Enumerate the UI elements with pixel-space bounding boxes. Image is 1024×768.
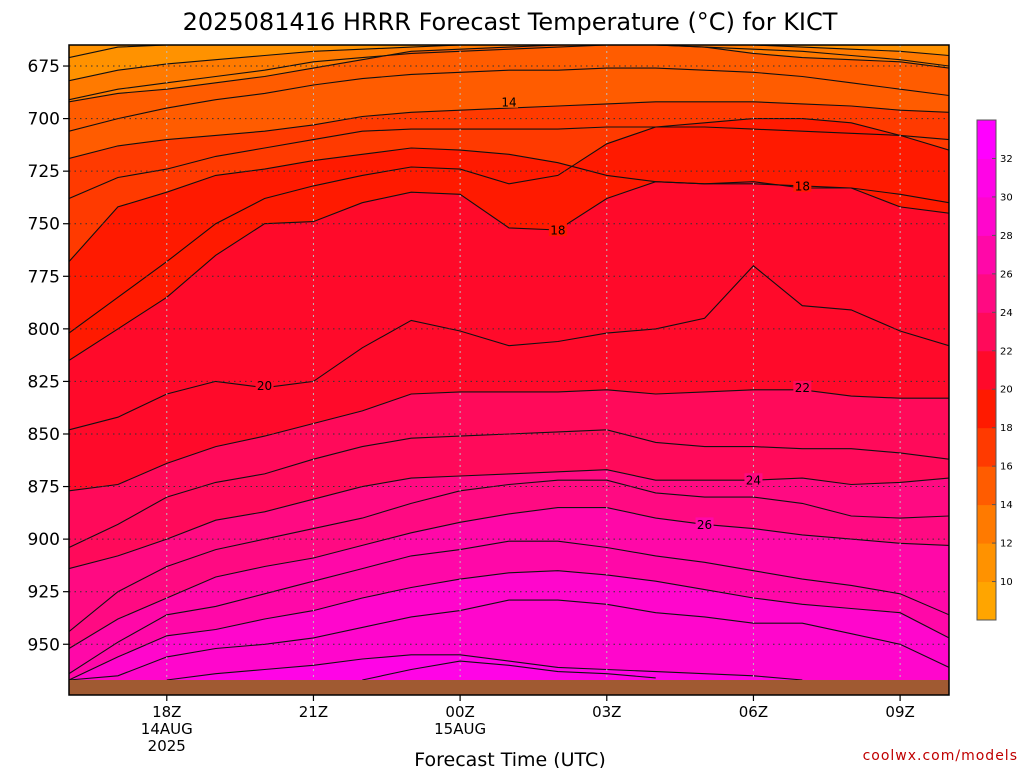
colorbar-tick-label: 16: [1000, 462, 1013, 473]
grid-lines: [69, 45, 949, 680]
contour-label-background: [500, 94, 518, 108]
colorbar-tick-label: 10: [1000, 577, 1013, 588]
colorbar-swatch-22: [977, 312, 996, 352]
colorbar-swatch-24: [977, 273, 996, 313]
colorbar: 10 12 14 16 18 20 22 24 26 28 30 32: [976, 119, 1013, 621]
colorbar-tick-label: 22: [1000, 346, 1013, 357]
contour-label-text: 22: [795, 381, 810, 395]
x-tick-label: 21Z: [299, 703, 328, 721]
contour-line-17: [69, 126, 949, 200]
colorbar-swatch-16: [977, 427, 996, 467]
y-tick-label: 950: [28, 635, 60, 655]
contour-label-background: [744, 473, 763, 487]
contour-line-15: [69, 67, 949, 132]
contour-line-25: [69, 479, 949, 633]
colorbar-swatch-8: [977, 581, 996, 621]
y-tick-label: 825: [28, 372, 60, 392]
colorbar-swatch-14: [977, 466, 996, 506]
contour-label: 18: [793, 178, 812, 193]
plot-clip-group: 14 18 18 20 22 24 26: [69, 45, 949, 695]
chart-title: 2025081416 HRRR Forecast Temperature (°C…: [183, 8, 838, 36]
colorbar-tick-label: 12: [1000, 539, 1013, 550]
contour-line-28: [69, 570, 949, 681]
contour-label: 26: [695, 517, 714, 532]
colorbar-swatch-32: [977, 120, 996, 159]
contour-line-16: [69, 101, 949, 160]
colorbar-tick-label: 28: [1000, 231, 1013, 242]
colorbar-swatch-28: [977, 196, 996, 236]
contour-label-text: 14: [501, 95, 516, 109]
contour-line-14: [69, 45, 949, 103]
colorbar-swatch-10: [977, 543, 996, 583]
contour-label: 18: [548, 223, 567, 238]
y-tick-label: 800: [28, 320, 60, 340]
x-tick-label: 00Z: [445, 703, 474, 721]
contour-line-27: [69, 540, 949, 675]
contour-label-background: [695, 517, 714, 531]
y-tick-label: 750: [28, 215, 60, 235]
contour-label: 22: [793, 380, 812, 395]
contour-line-31: [362, 660, 656, 681]
x-tick-label: 18Z: [152, 703, 181, 721]
credit-text: coolwx.com/models: [863, 748, 1018, 764]
y-tick-label: 850: [28, 425, 60, 445]
colorbar-swatch-12: [977, 504, 996, 544]
colorbar-swatch-26: [977, 235, 996, 275]
contour-label: 20: [255, 378, 274, 393]
y-tick-label: 875: [28, 478, 60, 498]
contour-label-text: 18: [795, 179, 810, 193]
plot-frame: [68, 44, 950, 696]
colorbar-tick-label: 20: [1000, 385, 1013, 396]
contour-line-24: [69, 469, 949, 570]
y-tick-label: 725: [28, 162, 60, 182]
x-tick-label: 2025: [148, 737, 186, 755]
x-tick-label: 09Z: [885, 703, 914, 721]
x-tick-label: 14AUG: [141, 720, 193, 738]
contour-label-text: 24: [746, 474, 761, 488]
y-tick-label: 925: [28, 583, 60, 603]
contour-label-background: [793, 380, 812, 394]
colorbar-tick-label: 26: [1000, 269, 1013, 280]
y-tick-label: 900: [28, 530, 60, 550]
colorbar-frame: [976, 119, 997, 621]
y-tick-label: 675: [28, 57, 60, 77]
x-tick-label: 06Z: [739, 703, 768, 721]
contour-label-text: 26: [697, 518, 712, 532]
colorbar-swatch-30: [977, 158, 996, 198]
x-tick-label: 03Z: [592, 703, 621, 721]
contour-label-background: [548, 223, 567, 237]
contour-line-21: [69, 265, 949, 431]
colorbar-tick-label: 32: [1000, 154, 1013, 165]
colorbar-tick-label: 18: [1000, 423, 1013, 434]
contour-line-12: [69, 45, 607, 82]
ground-surface: [69, 680, 949, 695]
contour-line-13: [69, 45, 949, 101]
colorbar-tick-label: 30: [1000, 192, 1013, 203]
axes: 67570072575077580082585087590092595018Z1…: [28, 44, 950, 755]
colorbar-tick-label: 14: [1000, 500, 1013, 511]
contour-line-19: [69, 118, 949, 334]
y-tick-label: 700: [28, 110, 60, 130]
contour-label-background: [793, 178, 812, 192]
contour-label: 24: [744, 473, 763, 488]
contour-label-text: 20: [257, 379, 272, 393]
plot-area: 14 18 18 20 22 24 26: [69, 45, 949, 695]
colorbar-swatch-20: [977, 350, 996, 390]
contour-label: 14: [500, 94, 518, 109]
contour-line-26: [69, 507, 949, 649]
contour-line-11: [69, 45, 949, 67]
contour-label-background: [255, 378, 274, 392]
x-tick-label: 15AUG: [434, 720, 486, 738]
x-axis-label: Forecast Time (UTC): [414, 749, 605, 768]
y-tick-label: 775: [28, 267, 60, 287]
contour-label-text: 18: [550, 224, 565, 238]
colorbar-swatch-18: [977, 389, 996, 429]
contour-line-30: [166, 654, 803, 681]
colorbar-tick-label: 24: [1000, 308, 1013, 319]
contour-line-29: [69, 599, 949, 681]
